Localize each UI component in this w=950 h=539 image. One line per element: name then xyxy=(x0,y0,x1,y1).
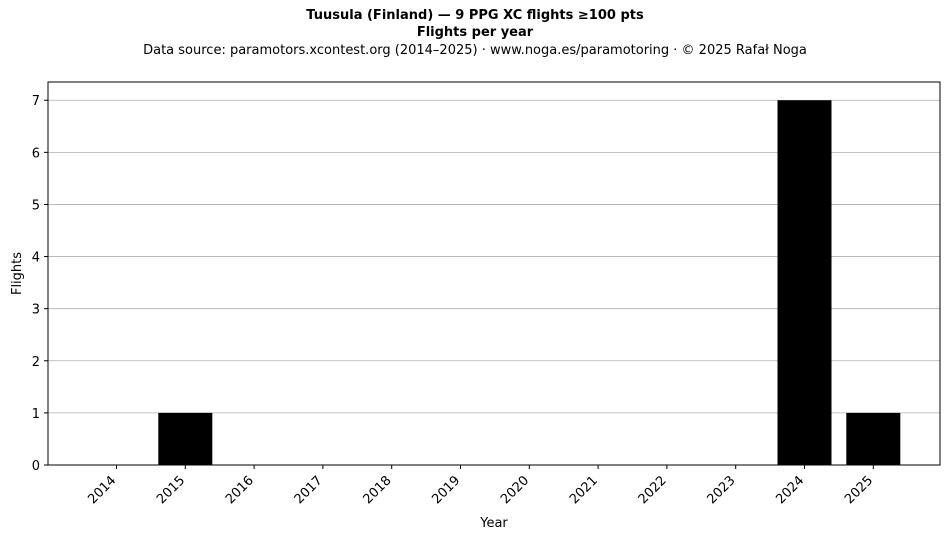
x-tick-label: 2014 xyxy=(85,473,119,507)
x-axis: 2014 2015 2016 2017 2018 2019 2020 2021 2022 2023… xyxy=(85,465,876,507)
x-tick-label: 2015 xyxy=(154,473,188,507)
x-tick-label: 2018 xyxy=(361,473,395,507)
x-tick-label: 2019 xyxy=(429,473,463,507)
x-tick-label: 2016 xyxy=(223,473,257,507)
bar xyxy=(846,412,901,465)
y-tick-label: 1 xyxy=(32,407,40,422)
y-axis: 0 1 2 3 4 5 6 7 xyxy=(32,94,48,474)
y-tick-label: 7 xyxy=(32,94,40,109)
chart-subtitle: Flights per year xyxy=(416,25,534,40)
bars xyxy=(158,100,901,465)
x-tick-label: 2021 xyxy=(567,473,601,507)
chart-source-note: Data source: paramotors.xcontest.org (20… xyxy=(143,43,807,58)
x-tick-label: 2024 xyxy=(773,473,807,507)
bar xyxy=(158,412,213,465)
chart-title: Tuusula (Finland) — 9 PPG XC flights ≥10… xyxy=(306,8,644,23)
y-tick-label: 5 xyxy=(32,198,40,213)
y-tick-label: 2 xyxy=(32,355,40,370)
x-tick-label: 2022 xyxy=(636,473,670,507)
bar xyxy=(777,100,832,465)
x-tick-label: 2020 xyxy=(498,473,532,507)
y-tick-label: 4 xyxy=(32,251,40,266)
y-tick-label: 6 xyxy=(32,146,40,161)
y-tick-label: 3 xyxy=(32,303,40,318)
y-tick-label: 0 xyxy=(32,459,40,474)
x-tick-label: 2017 xyxy=(292,473,326,507)
plot-frame xyxy=(47,81,941,466)
x-tick-label: 2023 xyxy=(705,473,739,507)
x-tick-label: 2025 xyxy=(842,473,876,507)
x-axis-label: Year xyxy=(479,516,508,531)
y-axis-label: Flights xyxy=(10,252,25,295)
